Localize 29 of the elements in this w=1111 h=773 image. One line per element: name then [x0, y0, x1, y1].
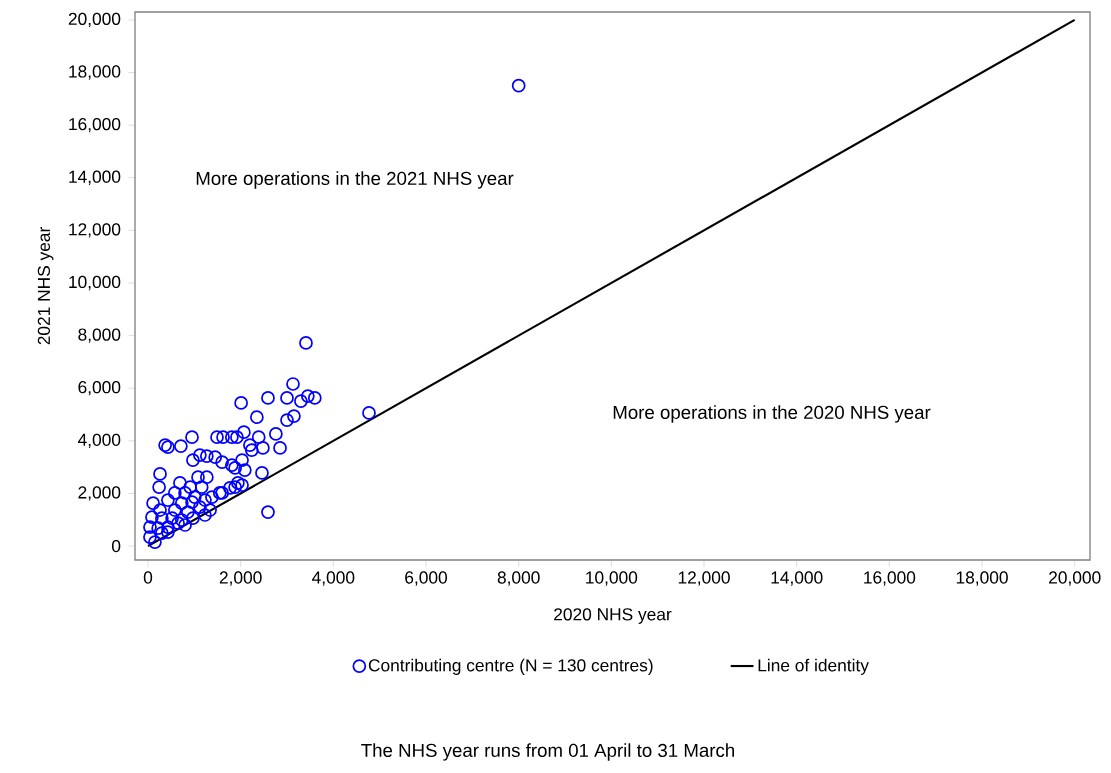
y-tick-label: 12,000: [69, 223, 121, 238]
x-tick-label: 6,000: [405, 571, 448, 586]
annotation: More operations in the 2020 NHS year: [613, 405, 931, 423]
legend-label: Line of identity: [758, 658, 869, 675]
x-tick-label: 18,000: [956, 571, 1008, 586]
y-tick-label: 4,000: [77, 433, 121, 448]
annotation: More operations in the 2021 NHS year: [196, 171, 514, 189]
text: The NHS year runs from 01 April to 31 March: [361, 743, 734, 761]
x-tick-label: 0: [143, 571, 153, 584]
y-tick-label: 8,000: [78, 328, 121, 343]
x-tick-label: 10,000: [586, 571, 638, 586]
x-tick-label: 16,000: [864, 571, 916, 586]
y-tick-label: 10,000: [69, 275, 121, 291]
y-tick-label: 6,000: [78, 381, 121, 396]
x-tick-label: 4,000: [312, 571, 355, 586]
y-tick-label: 0: [111, 539, 121, 553]
y-axis-title: 2021 NHS year: [37, 227, 54, 345]
x-tick-label: 8,000: [497, 571, 540, 586]
legend-label: Contributing centre (N = 130 centres): [368, 658, 653, 675]
x-tick-label: 2,000: [219, 571, 262, 586]
y-tick-label: 14,000: [69, 170, 121, 185]
y-tick-label: 16,000: [69, 117, 121, 133]
x-axis-title: 2020 NHS year: [554, 608, 672, 624]
x-tick-label: 12,000: [678, 571, 730, 586]
y-tick-label: 18,000: [69, 65, 121, 80]
x-tick-label: 20,000: [1049, 571, 1101, 586]
y-tick-label: 20,000: [68, 12, 121, 28]
y-tick-label: 2,000: [78, 486, 121, 501]
x-tick-label: 14,000: [771, 571, 823, 586]
